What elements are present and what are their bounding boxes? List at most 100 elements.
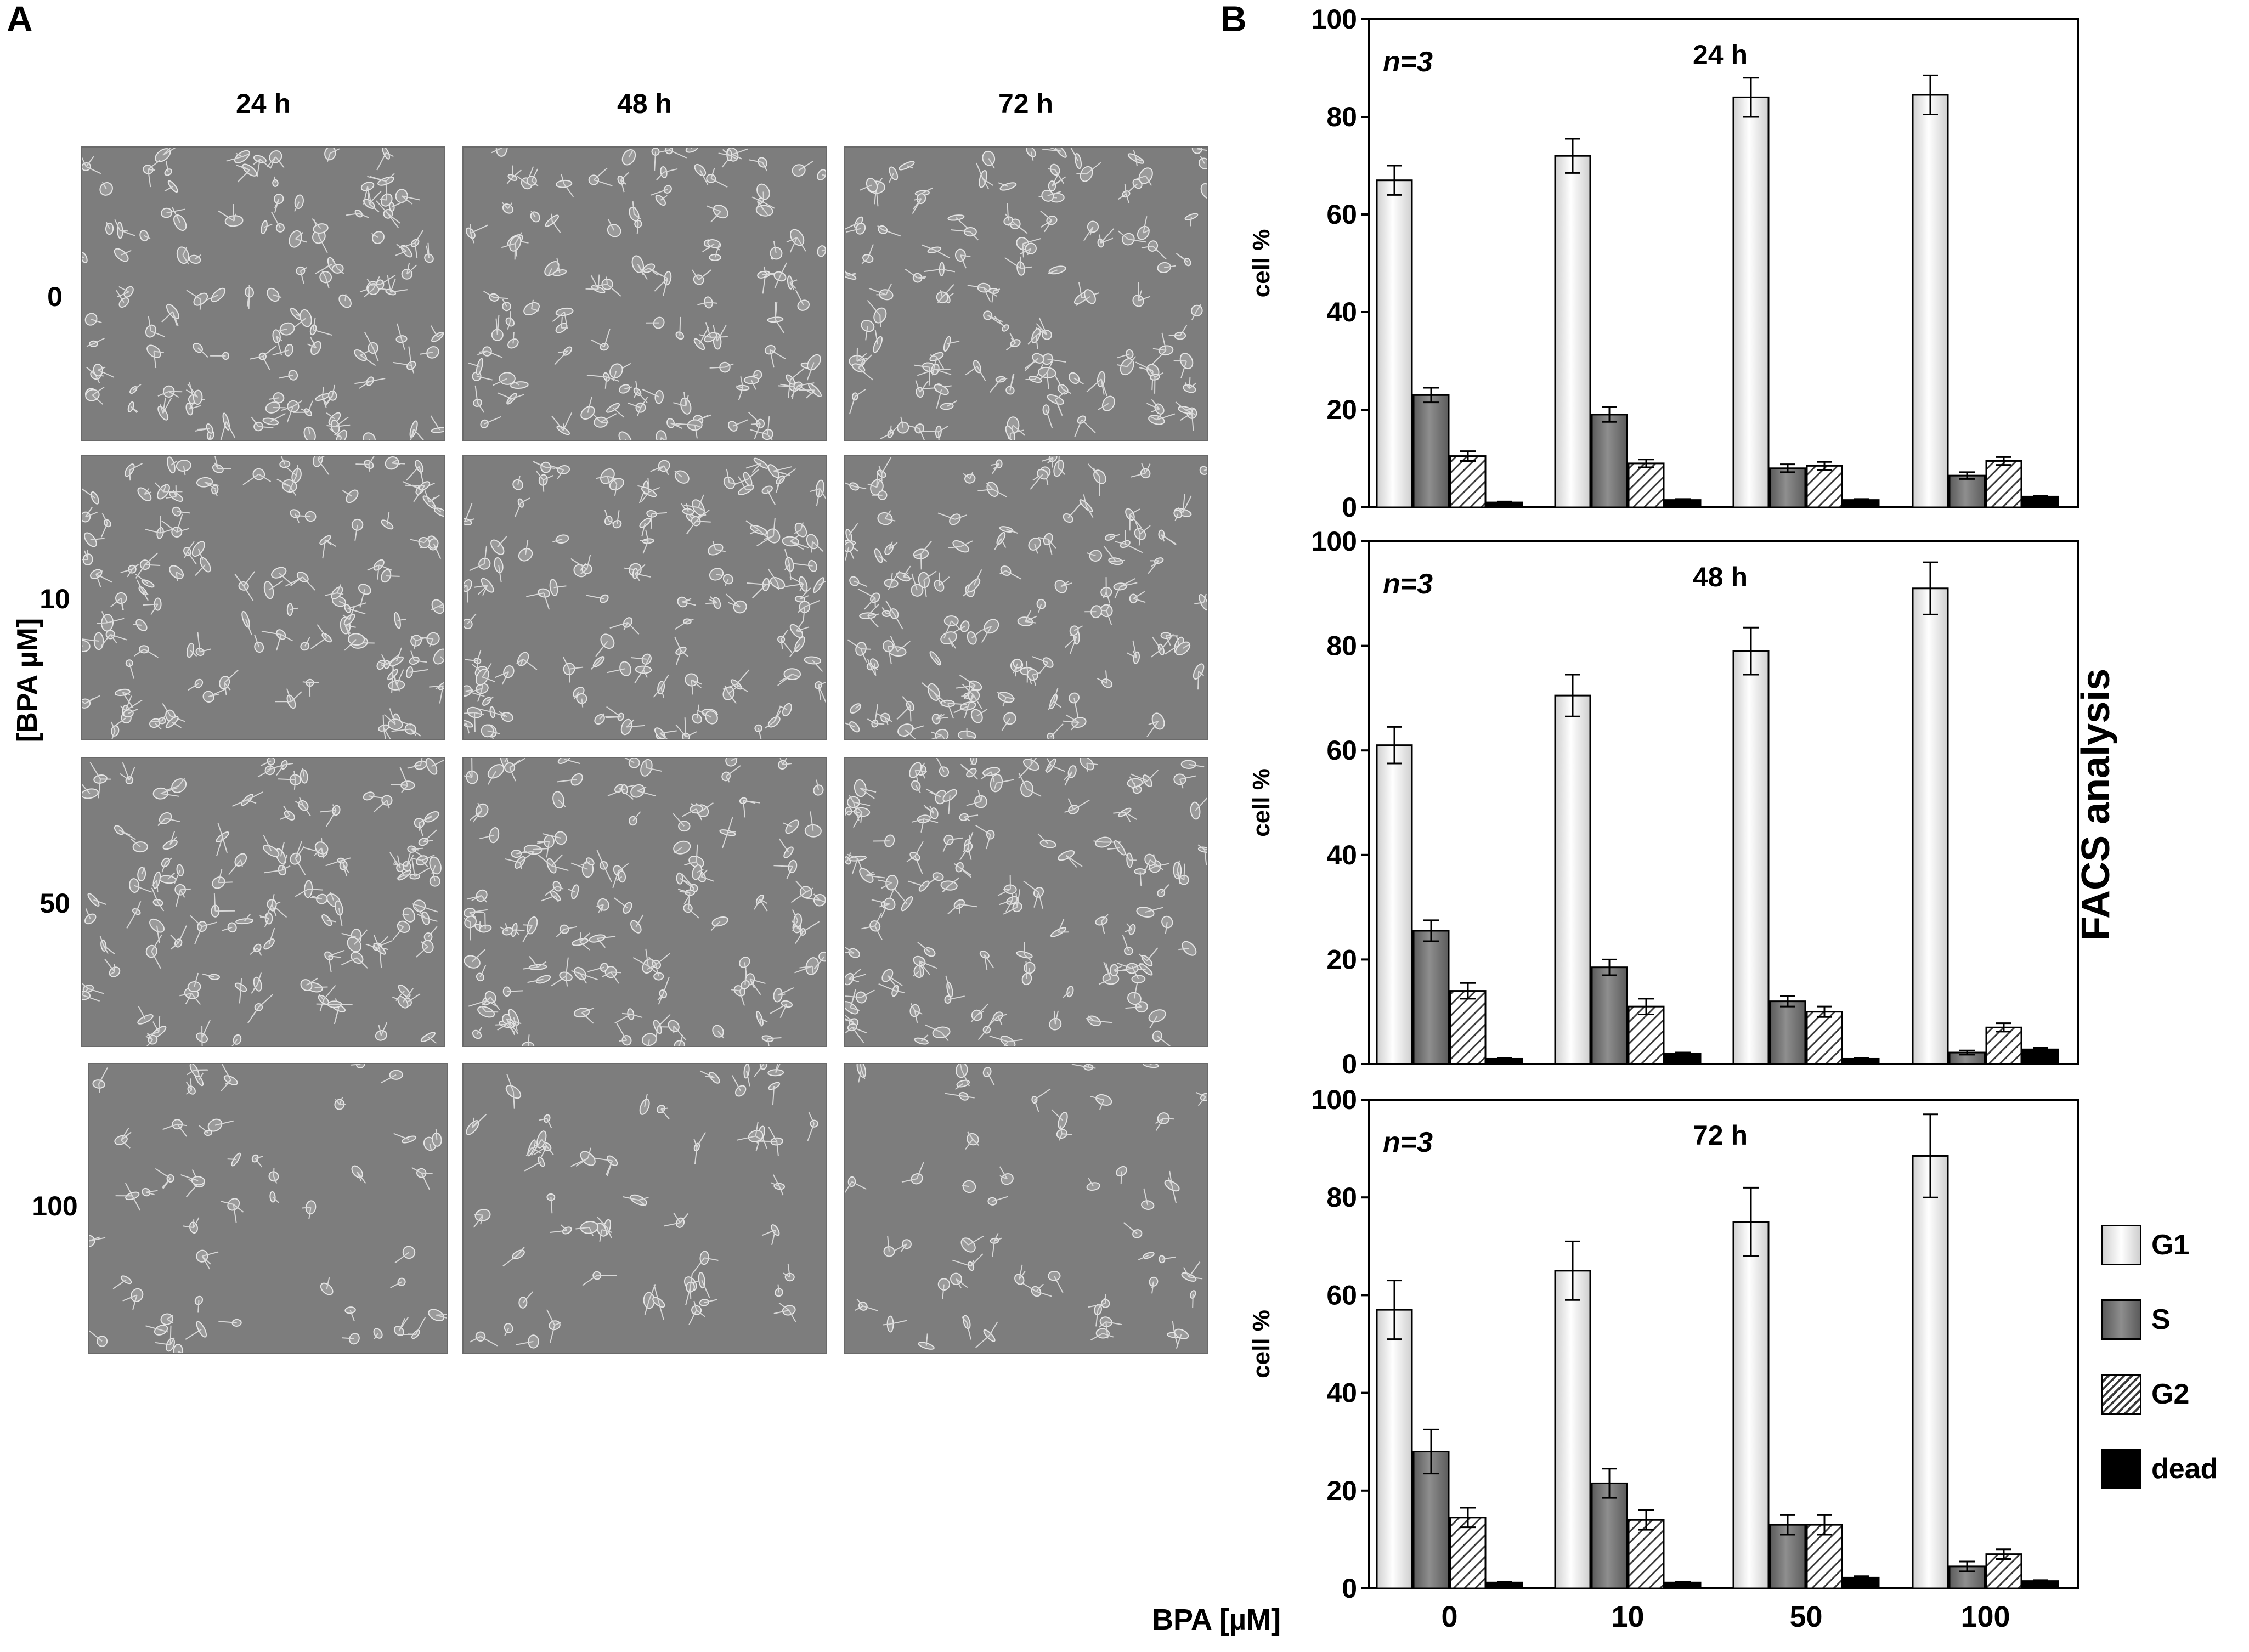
cell-shape [180,1174,205,1186]
cell-shape [765,706,782,729]
cell-shape [756,518,781,547]
cell-shape [363,190,382,213]
cell-shape [562,657,584,683]
cell-shape [393,1133,417,1144]
cell-shape [682,503,694,515]
cell-shape [616,870,626,883]
cell-shape [542,831,567,845]
chart-0-bar-g2-0 [1449,455,1487,508]
cell-shape [646,316,665,329]
cell-shape [1097,228,1114,248]
cell-shape [326,416,351,434]
cell-shape [705,596,721,609]
chart-1-bar-s-50 [1769,1000,1806,1065]
cell-shape [732,1075,747,1097]
x-axis-title: BPA [µM] [1152,1603,1281,1636]
cell-shape [220,412,236,440]
cell-shape [983,310,1003,325]
cell-shape [1115,963,1144,974]
cell-shape [948,540,973,553]
legend-item-g1: G1 [2101,1220,2218,1270]
cell-shape [381,569,400,583]
cell-shape [1004,256,1032,276]
cell-shape [1146,712,1165,737]
cell-shape [1129,776,1142,794]
cell-shape [1134,519,1151,546]
cell-shape [164,161,172,176]
cell-shape [375,1022,388,1041]
cell-shape [482,991,500,1010]
cell-shape [541,890,561,902]
cell-shape [945,975,953,998]
chart-0-plot-frame [1368,18,2079,508]
cell-shape [970,1003,988,1023]
cell-shape [627,397,648,416]
cell-shape [1093,836,1122,848]
cell-shape [601,966,621,984]
cell-shape [321,914,336,926]
cell-shape [580,857,595,866]
cell-shape [475,663,495,686]
cell-shape [617,172,629,193]
cell-shape [290,841,306,875]
cell-shape [959,813,979,822]
cell-shape [391,767,415,793]
cell-shape [1001,712,1016,731]
cell-shape [477,346,503,358]
cell-shape [1104,533,1120,541]
cell-shape [87,893,106,907]
cell-shape [1069,692,1080,717]
cell-shape [115,1183,141,1211]
cell-shape [373,1328,383,1339]
cell-shape [183,1217,200,1234]
cell-shape [790,381,815,398]
cell-shape [89,1235,106,1247]
cell-shape [85,386,105,405]
cell-shape [155,1168,174,1190]
cell-shape [1045,758,1066,773]
cell-shape [397,988,414,1009]
cell-shape [925,1024,951,1042]
cell-shape [1122,934,1133,955]
cell-shape [896,565,913,582]
cell-shape [324,148,340,162]
cell-shape [845,541,854,561]
cell-shape [725,758,738,767]
cell-shape [272,176,279,187]
cell-shape [1134,868,1146,886]
cell-shape [899,161,915,171]
cell-shape [1037,360,1056,389]
cell-shape [773,262,787,288]
cell-shape [913,955,937,977]
cell-shape [505,851,535,869]
cell-shape [406,666,428,678]
cell-shape [923,805,939,819]
cell-shape [977,482,1007,497]
cell-shape [265,894,277,918]
column-header-48h: 48 h [617,88,673,119]
cell-shape [896,695,915,722]
cell-shape [706,168,728,188]
cell-shape [505,311,515,330]
cell-shape [360,182,375,205]
cell-shape [666,418,682,429]
cell-shape [859,868,885,883]
cell-shape [845,482,867,491]
cell-shape [286,603,298,616]
cell-shape [1131,965,1146,983]
cell-shape [1050,919,1069,937]
cell-shape [596,898,609,913]
micrograph-texture [465,148,826,440]
cell-shape [1095,914,1109,935]
cell-shape [722,574,734,586]
cell-shape [1137,216,1151,240]
cell-shape [917,942,936,957]
cell-shape [191,541,205,560]
chart-2-bar-s-10 [1591,1482,1628,1589]
cell-shape [619,384,632,394]
cell-shape [518,540,533,562]
cell-shape [859,178,878,193]
cell-shape [1040,211,1058,233]
cell-shape [688,1300,705,1325]
cell-shape [1103,546,1126,565]
